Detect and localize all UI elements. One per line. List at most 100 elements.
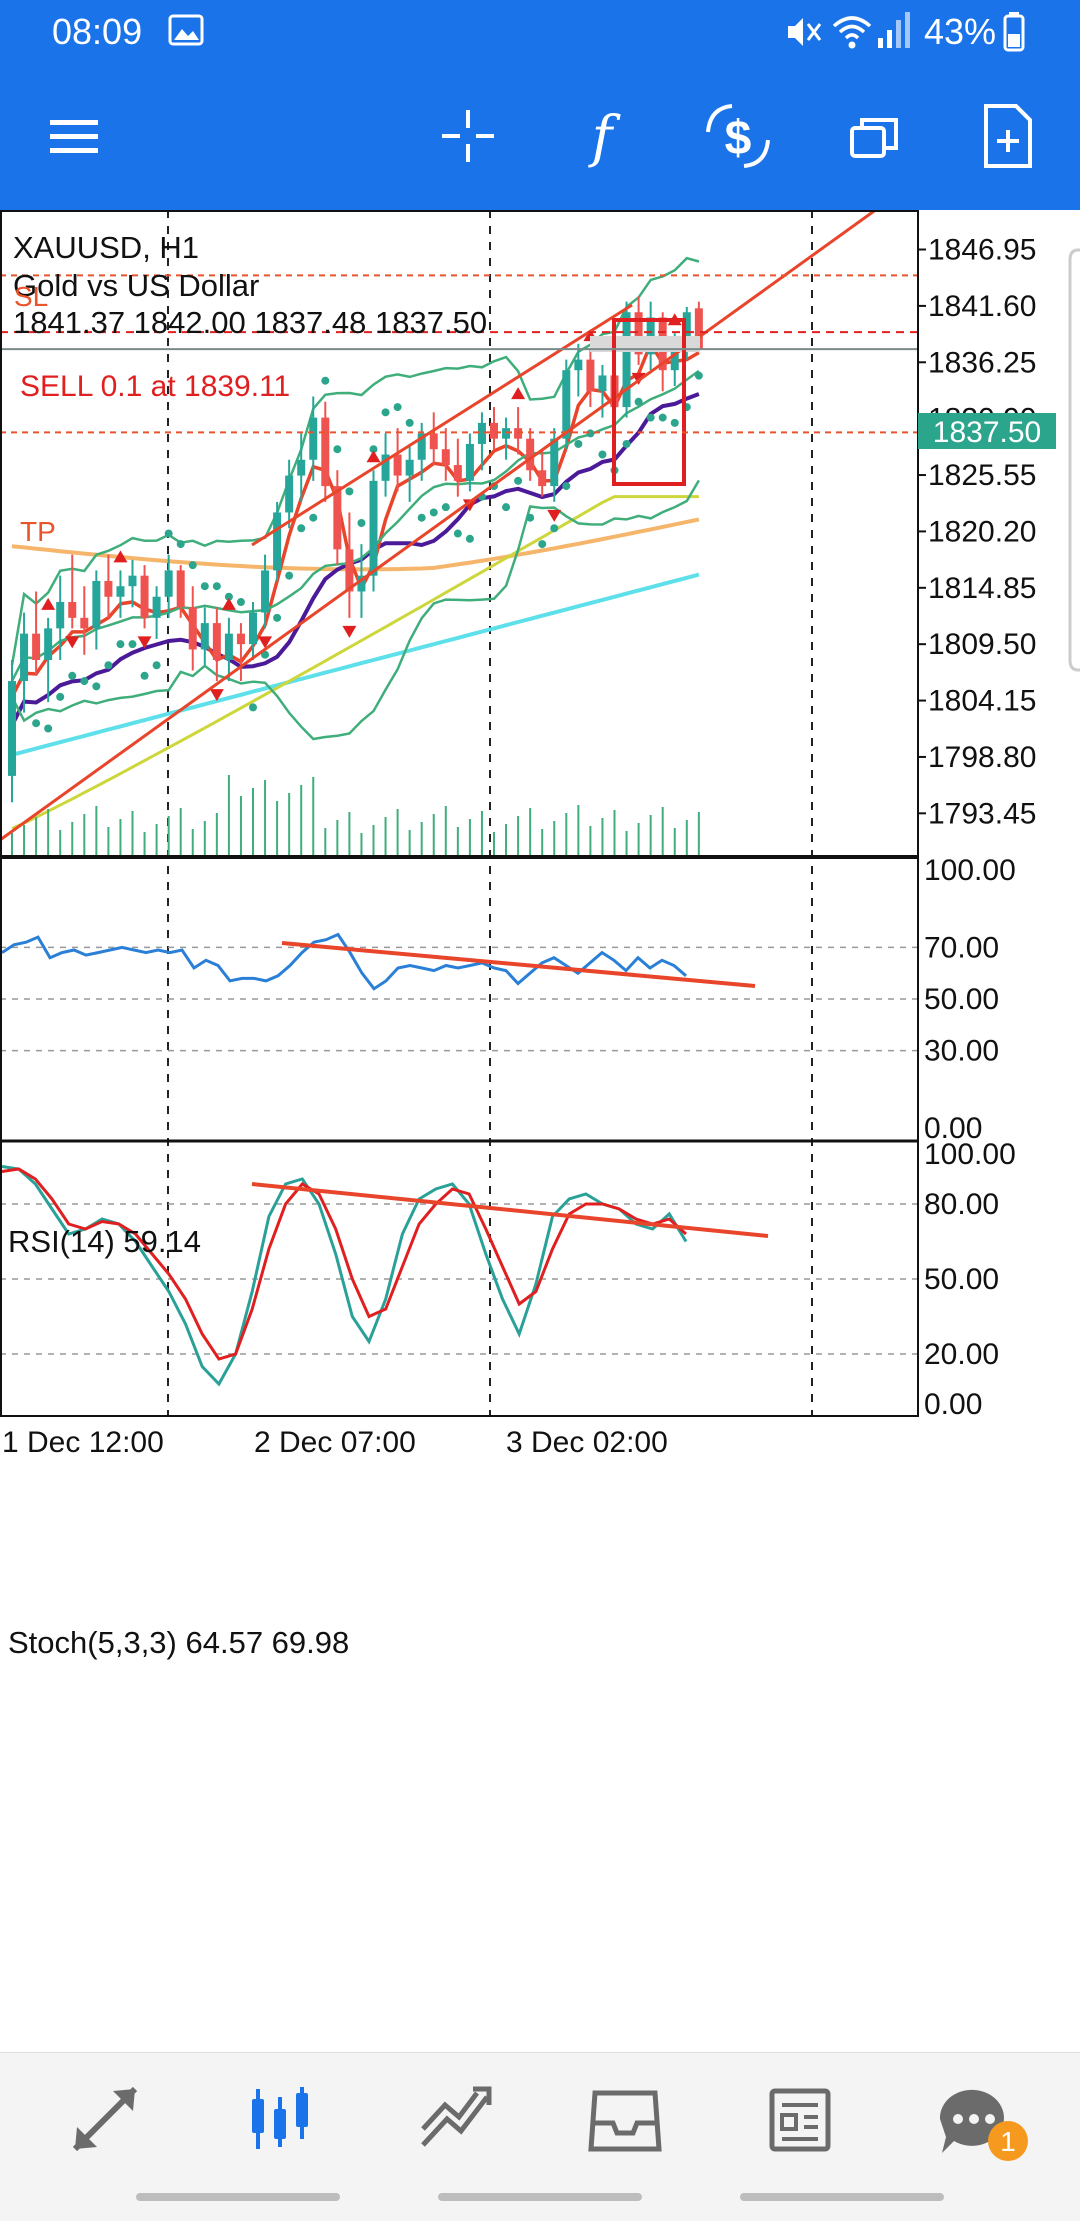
notification-badge <box>988 2121 1028 2161</box>
candle-body <box>441 449 450 466</box>
psar-dot <box>321 376 330 385</box>
messages-tab-icon[interactable]: 1 <box>939 2089 1028 2161</box>
candle-body <box>562 370 571 439</box>
price-tick-label: 1841.60 <box>928 290 1036 323</box>
candle-body <box>249 612 257 645</box>
mute-icon <box>788 18 822 46</box>
candle-body <box>188 607 197 650</box>
candle-body <box>357 575 366 592</box>
symbol-description: Gold vs US Dollar <box>13 268 259 303</box>
psar-dot <box>224 592 233 601</box>
quotes-icon[interactable] <box>72 2086 138 2152</box>
psar-dot <box>200 582 209 591</box>
drawn-objects[interactable] <box>0 210 895 842</box>
nav-pill-center <box>438 2193 642 2201</box>
psar-dot <box>658 413 667 422</box>
time-tick-label: 1 Dec 12:00 <box>2 1426 164 1459</box>
candle-body <box>369 480 378 576</box>
psar-dot <box>393 403 402 412</box>
svg-text:$: $ <box>725 112 752 165</box>
psar-dot <box>152 661 161 670</box>
bottom-nav-graphics: 1 <box>72 2086 1028 2201</box>
candle-body <box>164 570 173 597</box>
price-levels <box>0 274 918 434</box>
crosshair-icon[interactable] <box>442 110 494 162</box>
psar-dot <box>670 418 679 427</box>
psar-dot <box>32 719 41 728</box>
candle-body <box>8 681 16 776</box>
candle-body <box>152 596 161 618</box>
candle-body <box>381 454 390 481</box>
psar-dot <box>188 561 197 570</box>
chart-tab-icon[interactable] <box>252 2087 308 2149</box>
psar-dot <box>249 703 257 712</box>
trade-tab-icon[interactable] <box>421 2086 492 2147</box>
status-bar-graphics: 08:09 43% <box>52 11 1025 52</box>
psar-dot <box>441 503 450 512</box>
fractal-up <box>366 450 381 463</box>
psar-dot <box>261 650 270 659</box>
candle-body <box>44 628 53 660</box>
history-tab-icon[interactable] <box>588 2090 662 2152</box>
stoch-series <box>1 1165 769 1387</box>
candle-body <box>104 580 113 597</box>
rsi-tick-label: 30.00 <box>924 1035 999 1068</box>
candle-body <box>68 602 77 618</box>
svg-text:1: 1 <box>1000 2126 1016 2157</box>
indicators-icon[interactable]: f <box>588 105 622 170</box>
psar-dot <box>333 445 342 454</box>
candle-body <box>514 428 523 439</box>
psar-dot <box>140 671 149 680</box>
svg-text:f: f <box>588 105 622 170</box>
candle-body <box>490 422 498 439</box>
candle-body <box>682 312 691 350</box>
lower-trendline <box>0 210 879 842</box>
chart-background <box>0 210 1080 2052</box>
candle-body <box>646 317 655 355</box>
trade-icon[interactable]: $ <box>706 104 770 168</box>
candle-body <box>538 470 547 487</box>
psar-dot <box>586 429 595 438</box>
psar-dot <box>273 613 282 622</box>
candle-body <box>345 549 354 592</box>
fractal-up <box>221 597 236 610</box>
candle-body <box>694 308 703 350</box>
psar-dot <box>80 677 89 686</box>
candle-body <box>20 633 29 682</box>
stoch-tick-label: 20.00 <box>924 1338 999 1371</box>
gallery-notification-icon <box>168 14 204 46</box>
candle-body <box>212 623 221 660</box>
fractal-down <box>258 636 273 649</box>
candle-body <box>526 438 535 471</box>
menu-icon[interactable] <box>50 120 98 153</box>
axes: 1846.951841.601836.251830.901825.551820.… <box>0 210 1080 1459</box>
chart-area[interactable]: 1846.951841.601836.251830.901825.551820.… <box>0 210 1080 2052</box>
psar-dot <box>104 661 113 670</box>
psar-dot <box>562 482 571 491</box>
ma-red-line <box>10 339 700 698</box>
psar-dot <box>297 524 306 533</box>
candle-body <box>285 475 294 513</box>
rsi-tick-label: 70.00 <box>924 931 999 964</box>
candle-body <box>574 359 583 371</box>
objects-icon[interactable] <box>850 118 898 158</box>
psar-dot <box>694 371 703 380</box>
price-tick-label: 1814.85 <box>928 572 1036 605</box>
news-tab-icon[interactable] <box>769 2088 831 2152</box>
fractal-down <box>342 625 357 638</box>
candle-body <box>56 602 65 629</box>
time-tick-label: 3 Dec 02:00 <box>506 1426 668 1459</box>
candle-body <box>309 417 318 460</box>
price-tick-label: 1836.25 <box>928 346 1036 379</box>
rsi-tick-label: 100.00 <box>924 854 1016 887</box>
bottom-navigation: 1 <box>0 2052 1080 2221</box>
ma-cyan-line <box>11 572 700 757</box>
status-time: 08:09 <box>52 11 142 52</box>
psar-dot <box>465 534 474 543</box>
nav-pill-right <box>740 2193 944 2201</box>
new-order-icon[interactable] <box>984 104 1032 168</box>
stoch-label: Stoch(5,3,3) 64.57 69.98 <box>8 1625 349 1660</box>
fractal-down <box>137 636 152 649</box>
candle-body <box>670 349 679 371</box>
psar-dot <box>92 682 101 691</box>
